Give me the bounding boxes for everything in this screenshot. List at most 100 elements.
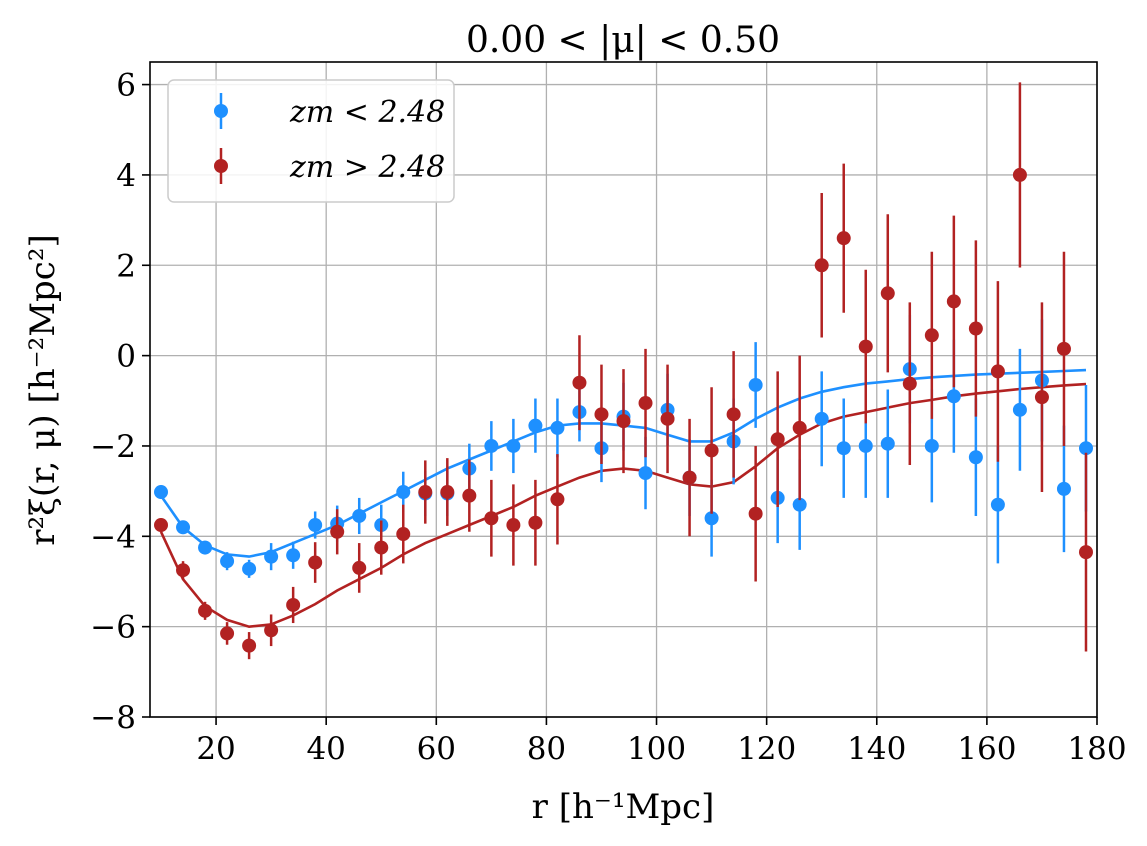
x-tick-label: 160 — [957, 731, 1016, 767]
data-point — [484, 438, 499, 453]
data-point — [946, 389, 961, 404]
data-point — [1012, 167, 1027, 182]
x-axis-label: r [h⁻¹Mpc] — [532, 787, 715, 827]
data-point — [572, 375, 587, 390]
data-point — [704, 511, 719, 526]
data-point — [550, 420, 565, 435]
data-point — [770, 432, 785, 447]
x-tick-label: 140 — [847, 731, 906, 767]
plot-frame — [149, 61, 1098, 718]
data-point — [286, 597, 301, 612]
data-point — [1056, 481, 1071, 496]
y-tick-label: 0 — [116, 339, 136, 375]
x-tick-label: 20 — [196, 731, 235, 767]
legend-marker-dot — [214, 159, 228, 173]
y-tick-label: −6 — [90, 610, 136, 646]
legend-entry-low-z: zm < 2.48 — [214, 93, 445, 130]
data-point — [880, 286, 895, 301]
data-point — [220, 554, 235, 569]
data-point — [902, 376, 917, 391]
data-point — [242, 561, 257, 576]
data-point — [220, 626, 235, 641]
data-point — [154, 518, 169, 533]
y-tick-label: −4 — [90, 519, 136, 555]
data-point — [528, 515, 543, 530]
data-point — [748, 377, 763, 392]
y-tick-label: 6 — [116, 68, 136, 104]
x-tick-label: 100 — [627, 731, 686, 767]
data-point — [638, 396, 653, 411]
data-point — [1078, 441, 1093, 456]
data-point — [814, 258, 829, 273]
data-point — [242, 638, 257, 653]
data-point — [154, 485, 169, 500]
data-point — [880, 436, 895, 451]
data-point — [1056, 341, 1071, 356]
data-point — [726, 407, 741, 422]
data-point — [638, 466, 653, 481]
data-point — [792, 497, 807, 512]
y-tick-label: 2 — [116, 248, 136, 284]
x-tick-label: 80 — [527, 731, 566, 767]
data-point — [704, 443, 719, 458]
data-point — [374, 540, 389, 555]
chart-title: 0.00 < |μ| < 0.50 — [466, 20, 780, 61]
data-point — [264, 623, 279, 638]
data-point — [506, 518, 521, 533]
data-point — [506, 438, 521, 453]
data-points — [154, 82, 1093, 660]
x-tick-label: 180 — [1067, 731, 1126, 767]
data-point — [550, 492, 565, 507]
data-point — [440, 485, 455, 500]
data-point — [924, 438, 939, 453]
y-tick-label: −2 — [90, 429, 136, 465]
data-point — [946, 294, 961, 309]
data-point — [814, 411, 829, 426]
data-point — [528, 418, 543, 433]
legend-label-high-z: zm > 2.48 — [289, 150, 445, 185]
data-point — [682, 470, 697, 485]
data-point — [836, 441, 851, 456]
data-point — [1034, 390, 1049, 405]
y-tick-label: −8 — [90, 700, 136, 736]
data-point — [198, 603, 213, 618]
data-point — [286, 548, 301, 563]
data-point — [264, 549, 279, 564]
data-point — [330, 524, 345, 539]
data-point — [484, 511, 499, 526]
data-point — [858, 339, 873, 354]
data-point — [176, 563, 191, 578]
legend-entry-high-z: zm > 2.48 — [214, 148, 445, 185]
data-point — [990, 497, 1005, 512]
data-point — [792, 420, 807, 435]
data-point — [1078, 545, 1093, 560]
data-point — [352, 508, 367, 523]
data-point — [836, 231, 851, 246]
data-point — [594, 407, 609, 422]
data-point — [660, 411, 675, 426]
data-point — [858, 438, 873, 453]
data-point — [990, 364, 1005, 379]
data-point — [352, 560, 367, 575]
x-tick-label: 120 — [737, 731, 796, 767]
data-point — [418, 485, 433, 500]
data-point — [396, 485, 411, 500]
data-point — [968, 450, 983, 465]
data-point — [924, 328, 939, 343]
data-point — [968, 321, 983, 336]
legend-marker-dot — [214, 104, 228, 118]
data-point — [198, 540, 213, 555]
data-point — [616, 414, 631, 429]
legend-box — [167, 79, 455, 203]
data-point — [1012, 402, 1027, 417]
y-tick-label: 4 — [116, 158, 136, 194]
x-tick-label: 40 — [306, 731, 345, 767]
data-point — [308, 555, 323, 570]
x-tick-label: 60 — [417, 731, 456, 767]
legend: zm < 2.48 zm > 2.48 — [167, 79, 455, 203]
data-point — [176, 520, 191, 535]
y-axis-label: r²ξ(r, μ) [h⁻²Mpc²] — [23, 234, 63, 545]
legend-label-low-z: zm < 2.48 — [289, 95, 445, 130]
